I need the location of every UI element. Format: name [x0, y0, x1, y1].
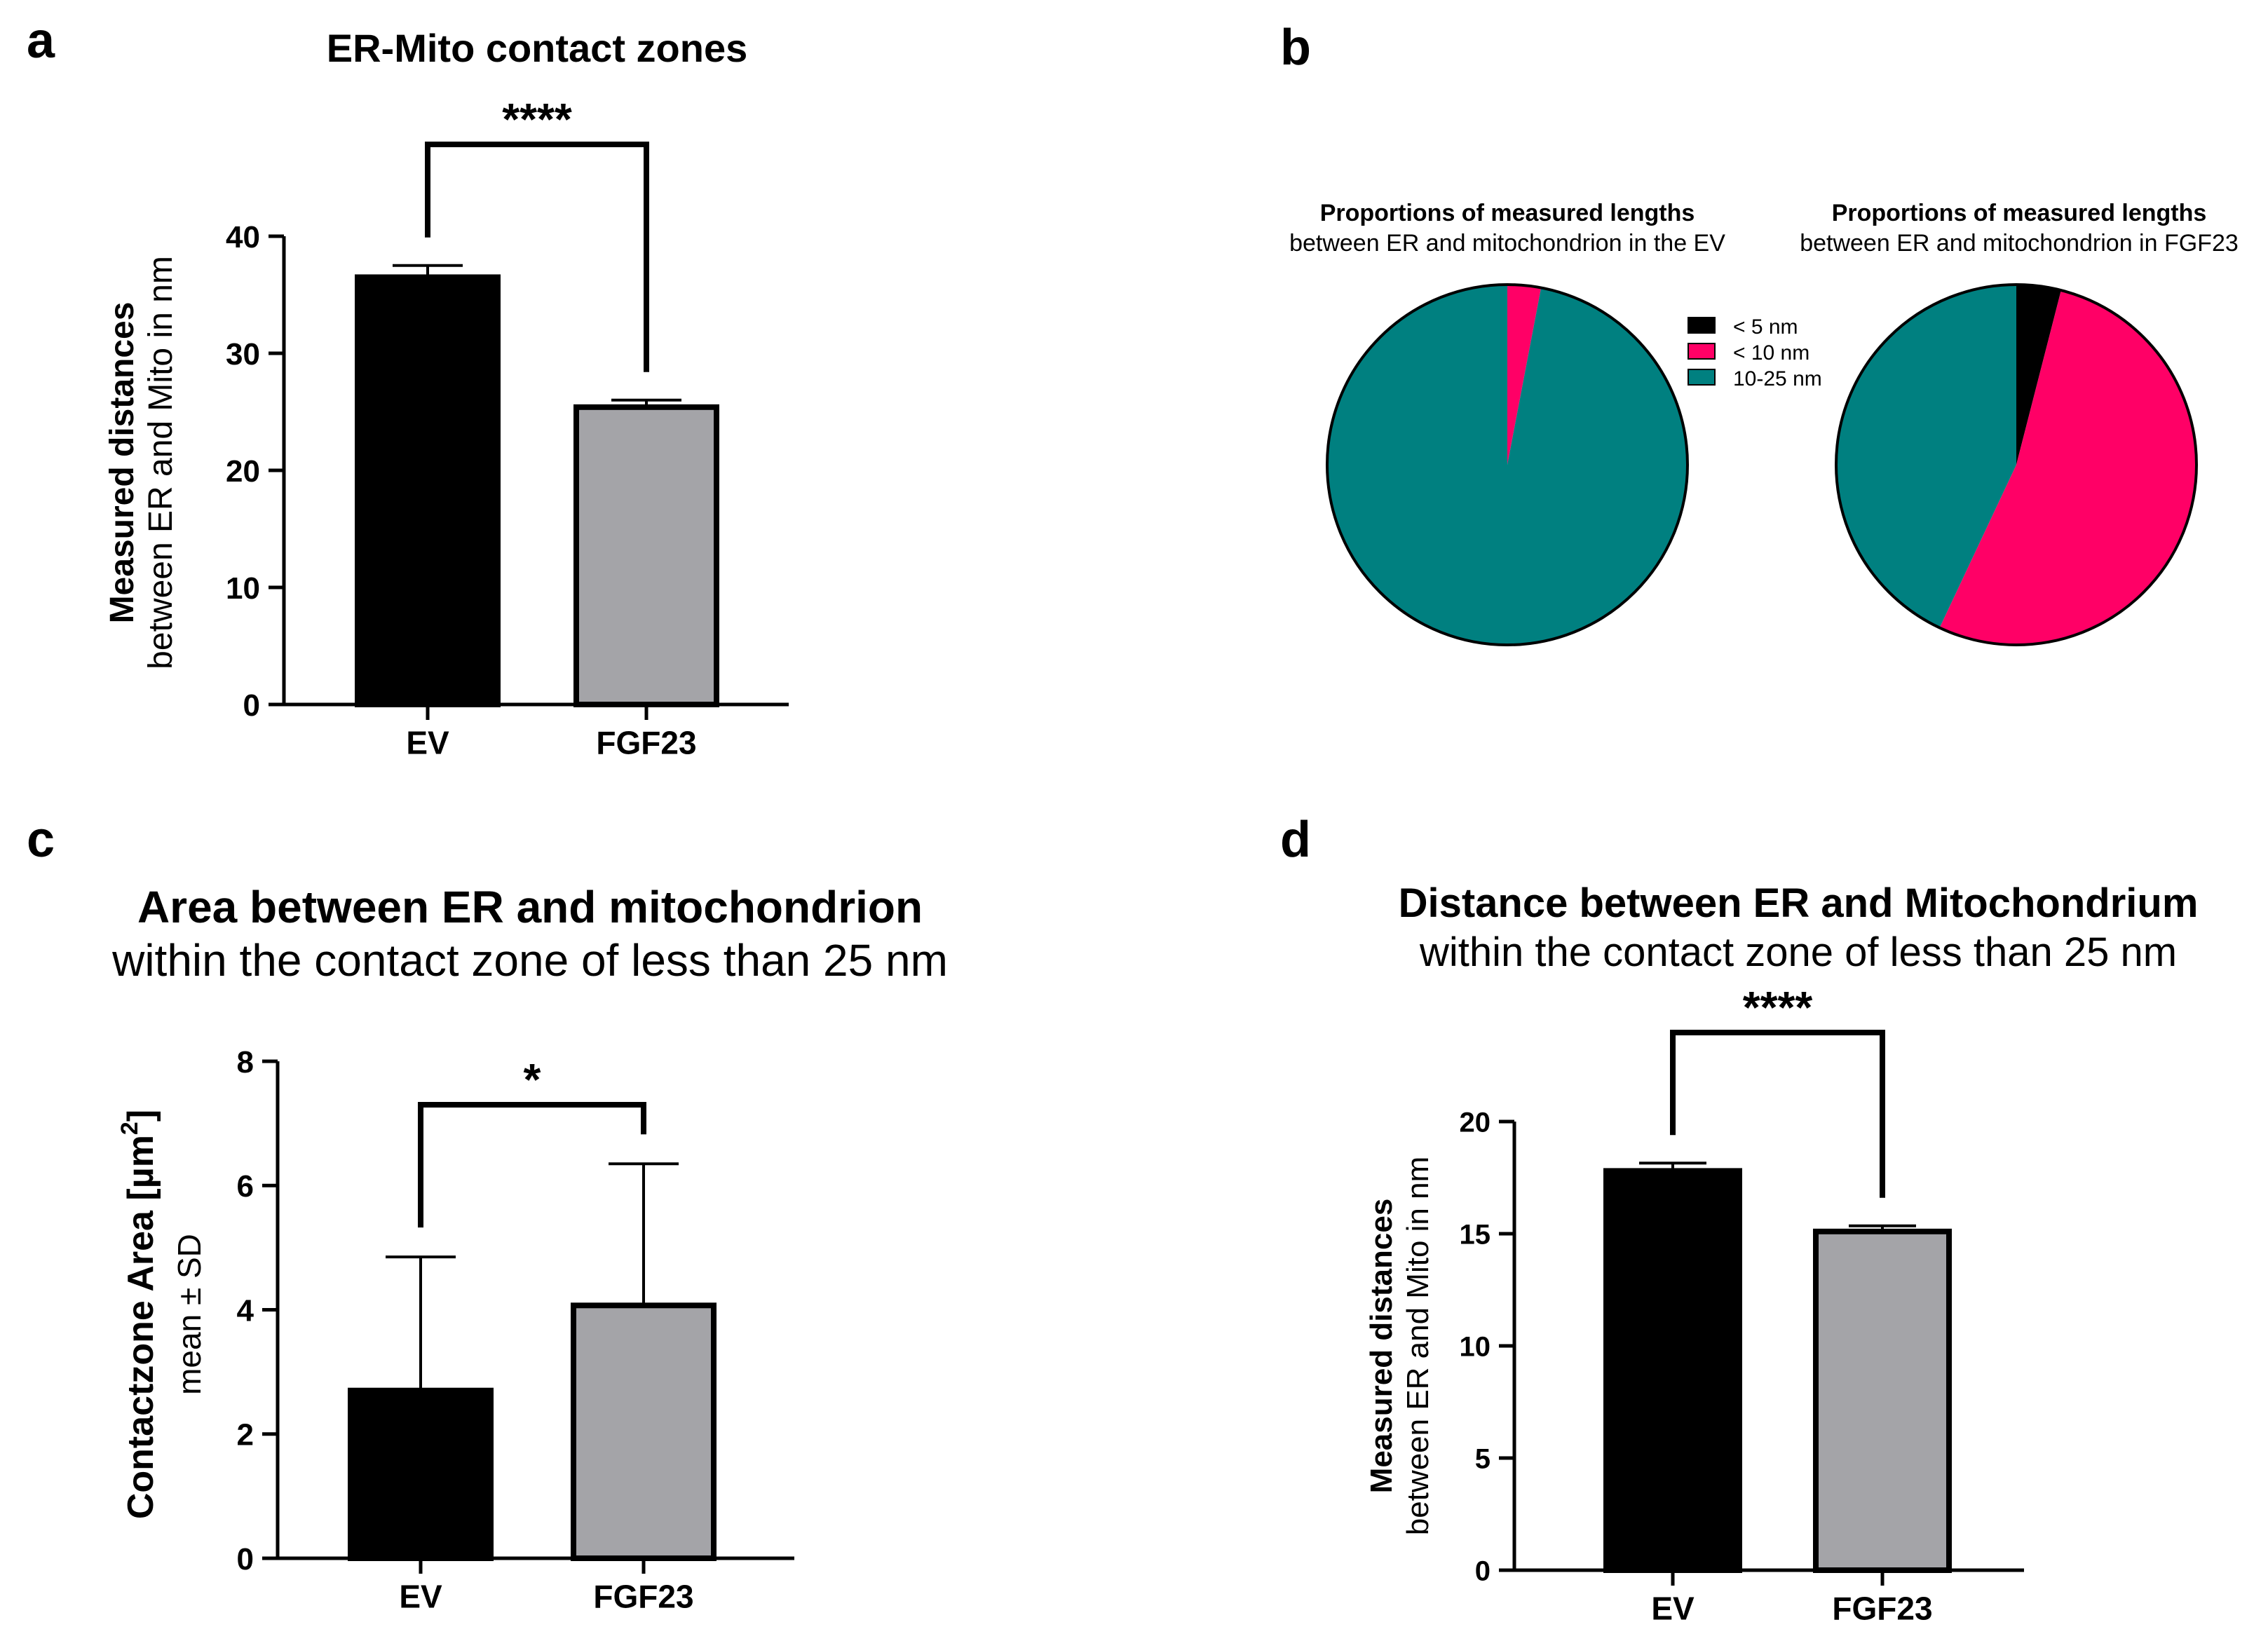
pie-slice-10-25 [1836, 285, 2016, 628]
panel-b: b Proportions of measured lengths betwee… [1280, 20, 2239, 646]
pie-fgf23 [1835, 283, 2198, 646]
panel-c-ylabel-sup: 2 [116, 1122, 143, 1135]
y-tick-label-40: 40 [226, 220, 260, 254]
y-tick-label-2: 2 [237, 1418, 254, 1452]
panel-a-ylabel: Measured distances between ER and Mito i… [104, 256, 179, 669]
panel-d-ylabel-normal: between ER and Mito in nm [1401, 1157, 1435, 1536]
significance-bracket [1670, 1030, 1885, 1198]
panel-c-ylabel-close: ] [121, 1110, 161, 1122]
y-tick-label-0: 0 [237, 1542, 254, 1577]
pie-fgf23-title: between ER and mitochondrion in FGF23 [1800, 230, 2239, 257]
panel-c: c Area between ER and mitochondrion with… [27, 812, 948, 1614]
pie-fgf23-title-bold: Proportions of measured lengths [1832, 200, 2207, 226]
significance-bracket [418, 1102, 646, 1228]
y-tick-label-4: 4 [237, 1293, 254, 1328]
panel-c-ylabel-main: Contactzone Area [µm [121, 1135, 161, 1519]
panel-d-plot: 0 5 10 15 20 EV FGF23 **** [1460, 982, 2024, 1626]
panel-d-title: Distance between ER and Mitochondrium [1399, 880, 2199, 926]
x-tick-label-ev: EV [1651, 1590, 1695, 1626]
y-tick-label-5: 5 [1475, 1443, 1491, 1474]
panel-letter-a: a [27, 13, 55, 69]
significance-bracket [425, 142, 649, 372]
y-tick-label-0: 0 [243, 688, 260, 723]
y-tick-label-15: 15 [1460, 1219, 1491, 1250]
panel-c-title: Area between ER and mitochondrion [137, 882, 923, 932]
panel-c-ylabel: Contactzone Area [µm2] mean ± SD [116, 1110, 208, 1519]
x-tick-label-ev: EV [399, 1578, 442, 1614]
panel-c-ylabel-bold: Contactzone Area [µm2] [116, 1110, 161, 1519]
bar-ev [355, 274, 501, 707]
panel-a-ylabel-normal: between ER and Mito in nm [142, 256, 179, 669]
panel-c-subtitle: within the contact zone of less than 25 … [111, 935, 948, 986]
y-tick-label-10: 10 [1460, 1331, 1491, 1362]
panel-a: a ER-Mito contact zones Measured distanc… [27, 13, 789, 761]
pie-outline [1326, 283, 1689, 646]
x-tick-label-fgf23: FGF23 [593, 1578, 693, 1614]
legend-label-lt10: < 10 nm [1733, 341, 1809, 365]
significance-label: * [524, 1054, 541, 1105]
panel-d-ylabel: Measured distances between ER and Mito i… [1364, 1157, 1435, 1536]
y-tick-label-20: 20 [226, 454, 260, 489]
panel-letter-b: b [1280, 20, 1311, 76]
x-tick-label-fgf23: FGF23 [1832, 1590, 1932, 1626]
significance-label: **** [1743, 982, 1813, 1033]
pie-slice-lt5 [2016, 285, 2061, 465]
bar-fgf23 [573, 404, 719, 707]
panel-c-ylabel-normal: mean ± SD [171, 1234, 208, 1395]
bar-ev [1603, 1168, 1742, 1573]
panel-d-subtitle: within the contact zone of less than 25 … [1419, 929, 2177, 975]
bar-ev [348, 1387, 494, 1562]
pie-ev [1326, 283, 1689, 646]
bar-fgf23 [1813, 1228, 1952, 1574]
legend-label-10-25: 10-25 nm [1733, 367, 1822, 390]
panel-d-ylabel-bold: Measured distances [1364, 1199, 1399, 1494]
panel-letter-d: d [1280, 812, 1311, 868]
legend-swatch-10-25 [1688, 369, 1716, 386]
y-tick-label-8: 8 [237, 1045, 254, 1080]
pie-slice-10-25 [1326, 285, 1688, 645]
bar-fgf23 [571, 1302, 717, 1561]
pie-ev-title-bold: Proportions of measured lengths [1320, 200, 1695, 226]
legend-label-lt5: < 5 nm [1733, 315, 1798, 339]
significance-label: **** [502, 94, 572, 144]
pie-slice-lt10 [1507, 285, 1542, 465]
panel-a-plot: 0 10 20 30 40 EV FGF23 **** [226, 94, 789, 761]
y-tick-label-10: 10 [226, 571, 260, 606]
panel-d: d Distance between ER and Mitochondrium … [1280, 812, 2198, 1626]
legend-swatch-lt5 [1688, 317, 1716, 334]
panel-a-title: ER-Mito contact zones [327, 26, 747, 70]
panel-letter-c: c [27, 812, 55, 868]
panel-c-plot: 0 2 4 6 8 EV FGF23 * [237, 1045, 794, 1614]
y-tick-label-30: 30 [226, 337, 260, 372]
legend-swatch-lt10 [1688, 343, 1716, 360]
pie-legend: < 5 nm < 10 nm 10-25 nm [1688, 315, 1822, 390]
x-tick-label-fgf23: FGF23 [596, 724, 696, 761]
panel-a-ylabel-bold: Measured distances [104, 302, 141, 624]
x-tick-label-ev: EV [406, 724, 449, 761]
y-tick-label-6: 6 [237, 1169, 254, 1204]
pie-ev-title: between ER and mitochondrion in the EV [1289, 230, 1725, 257]
pie-slice-lt10 [1939, 290, 2197, 646]
pie-outline [1835, 283, 2198, 646]
y-tick-label-20: 20 [1460, 1107, 1491, 1138]
y-tick-label-0: 0 [1475, 1555, 1491, 1586]
